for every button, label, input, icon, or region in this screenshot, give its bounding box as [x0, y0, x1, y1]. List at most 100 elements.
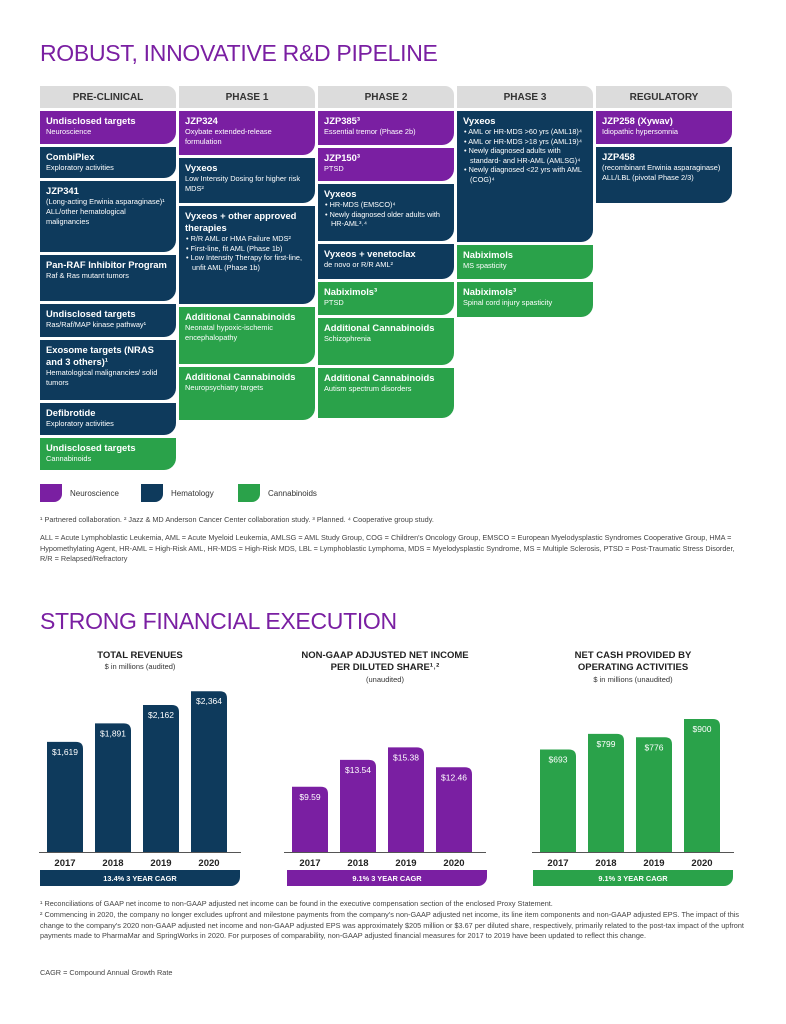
cagr-definition: CAGR = Compound Annual Growth Rate: [40, 968, 173, 977]
pipeline-card: JZP385³ Essential tremor (Phase 2b): [318, 111, 454, 145]
card-title: Additional Cannabinoids: [185, 311, 296, 322]
pipeline-abbreviations: ALL = Acute Lymphoblastic Leukemia, AML …: [40, 533, 735, 563]
card-bullet: R/R AML or HMA Failure MDS²: [185, 234, 309, 244]
chart-bar: [636, 737, 672, 852]
x-tick-label: 2018: [595, 858, 616, 869]
pipeline-title: ROBUST, INNOVATIVE R&D PIPELINE: [40, 40, 438, 66]
bar-value-label: $799: [597, 739, 616, 749]
x-tick-label: 2017: [299, 858, 320, 869]
bar-value-label: $900: [693, 724, 712, 734]
chart-title: NET CASH PROVIDED BY OPERATING ACTIVITIE…: [574, 650, 692, 673]
card-subtitle: Cannabinoids: [46, 454, 92, 463]
chart-bar: [340, 759, 376, 852]
card-subtitle: Exploratory activities: [46, 419, 114, 428]
x-tick-label: 2017: [54, 858, 75, 869]
card-bullet: AML or HR-MDS >60 yrs (AML18)⁴: [463, 127, 587, 137]
card-subtitle: Neonatal hypoxic-ischemic encephalopathy: [185, 323, 273, 342]
phase-header-regulatory: REGULATORY: [596, 86, 732, 108]
pipeline-card: Nabiximols³ Spinal cord injury spasticit…: [457, 282, 593, 317]
bar-value-label: $2,364: [196, 696, 222, 706]
bar-value-label: $2,162: [148, 710, 174, 720]
card-bullet: Newly diagnosed <22 yrs with AML (COG)⁴: [463, 165, 587, 184]
financial-footnote-1: ¹ Reconciliations of GAAP net income to …: [40, 899, 553, 908]
legend-hematology: Hematology: [141, 484, 214, 502]
pipeline-card: JZP150³ PTSD: [318, 148, 454, 181]
cagr-badge-revenues: 13.4% 3 YEAR CAGR: [40, 870, 240, 886]
card-title: CombiPlex: [46, 151, 95, 162]
card-subtitle: Oxybate extended-release formulation: [185, 127, 272, 146]
cagr-badge-cash: 9.1% 3 YEAR CAGR: [533, 870, 733, 886]
x-tick-label: 2020: [198, 858, 219, 869]
card-title: JZP341: [46, 185, 79, 196]
x-tick-label: 2018: [102, 858, 123, 869]
pipeline-card: Undisclosed targets Cannabinoids: [40, 438, 176, 470]
phase-header-phase3: PHASE 3: [457, 86, 593, 108]
bar-chart-svg: $9.59 2017 $13.54 2018 $15.38 2019 $12.46 2020: [284, 747, 486, 869]
chart-bar: [143, 704, 179, 852]
phase-header-phase2: PHASE 2: [318, 86, 454, 108]
pipeline-card: JZP458 (recombinant Erwinia asparaginase…: [596, 147, 732, 203]
legend-neuroscience: Neuroscience: [40, 484, 119, 502]
cagr-badge-eps: 9.1% 3 YEAR CAGR: [287, 870, 487, 886]
card-title: Vyxeos: [185, 162, 218, 173]
card-title: Additional Cannabinoids: [324, 372, 435, 383]
chart-total-revenues: $1,619 2017 $1,891 2018 $2,162 2019 $2,364 2020…: [35, 648, 245, 888]
card-title: Vyxeos + other approved therapies: [185, 210, 297, 233]
card-subtitle: Schizophrenia: [324, 334, 371, 343]
pipeline-card: Undisclosed targets Neuroscience: [40, 111, 176, 144]
pipeline-card: Vyxeos AML or HR-MDS >60 yrs (AML18)⁴ AM…: [457, 111, 593, 242]
x-tick-label: 2018: [347, 858, 368, 869]
card-bullet: AML or HR-MDS >18 yrs (AML19)⁴: [463, 137, 587, 147]
bar-value-label: $13.54: [345, 765, 371, 775]
pipeline-card: Additional Cannabinoids Autism spectrum …: [318, 368, 454, 418]
x-tick-label: 2017: [547, 858, 568, 869]
legend-label: Cannabinoids: [268, 488, 317, 498]
x-tick-label: 2020: [443, 858, 464, 869]
card-subtitle: de novo or R/R AML²: [324, 260, 394, 269]
card-title: Nabiximols: [463, 249, 514, 260]
card-title: Additional Cannabinoids: [185, 371, 296, 382]
chart-bar: [588, 733, 624, 852]
chart-bar: [388, 747, 424, 852]
financial-title: STRONG FINANCIAL EXECUTION: [40, 608, 397, 634]
chart-subtitle: (unaudited): [366, 675, 404, 684]
card-bullet: Low Intensity Therapy for first-line, un…: [185, 253, 309, 272]
card-title: Vyxeos: [324, 188, 357, 199]
chart-bar: [47, 741, 83, 852]
pipeline-card: JZP324 Oxybate extended-release formulat…: [179, 111, 315, 155]
pipeline-card: Vyxeos Low Intensity Dosing for higher r…: [179, 158, 315, 203]
chart-net-cash: $693 2017 $799 2018 $776 2019 $900 2020 NET CAS…: [528, 648, 738, 888]
card-title: Nabiximols³: [463, 286, 517, 297]
pipeline-card: Nabiximols³ PTSD: [318, 282, 454, 315]
x-tick-label: 2019: [150, 858, 171, 869]
legend-label: Neuroscience: [70, 488, 119, 498]
pipeline-card: CombiPlex Exploratory activities: [40, 147, 176, 178]
card-subtitle: Idiopathic hypersomnia: [602, 127, 679, 136]
legend-label: Hematology: [171, 488, 214, 498]
card-subtitle: Neuroscience: [46, 127, 92, 136]
bar-value-label: $12.46: [441, 772, 467, 782]
card-subtitle: (recombinant Erwinia asparaginase) ALL/L…: [602, 163, 721, 182]
pipeline-card: Nabiximols MS spasticity: [457, 245, 593, 279]
chart-subtitle: $ in millions (unaudited): [593, 675, 673, 684]
pipeline-card: Vyxeos HR-MDS (EMSCO)⁴ Newly diagnosed o…: [318, 184, 454, 241]
pipeline-card: JZP258 (Xywav) Idiopathic hypersomnia: [596, 111, 732, 144]
card-title: Vyxeos + venetoclax: [324, 248, 416, 259]
bar-value-label: $1,891: [100, 728, 126, 738]
chart-bar: [436, 767, 472, 852]
card-subtitle: Essential tremor (Phase 2b): [324, 127, 416, 136]
card-title: Exosome targets (NRAS and 3 others)¹: [46, 344, 154, 367]
card-subtitle: MS spasticity: [463, 261, 507, 270]
bar-value-label: $1,619: [52, 747, 78, 757]
card-title: Pan-RAF Inhibitor Program: [46, 259, 167, 270]
card-title: JZP150³: [324, 152, 360, 163]
card-subtitle: PTSD: [324, 164, 344, 173]
bar-value-label: $776: [645, 742, 664, 752]
card-subtitle: Spinal cord injury spasticity: [463, 298, 553, 307]
bar-value-label: $9.59: [299, 792, 321, 802]
card-subtitle: Hematological malignancies/ solid tumors: [46, 368, 158, 387]
card-subtitle: (Long-acting Erwinia asparaginase)¹ ALL/…: [46, 197, 165, 226]
phase-header-preclinical: PRE-CLINICAL: [40, 86, 176, 108]
card-bullet: HR-MDS (EMSCO)⁴: [324, 200, 448, 210]
card-subtitle: Exploratory activities: [46, 163, 114, 172]
